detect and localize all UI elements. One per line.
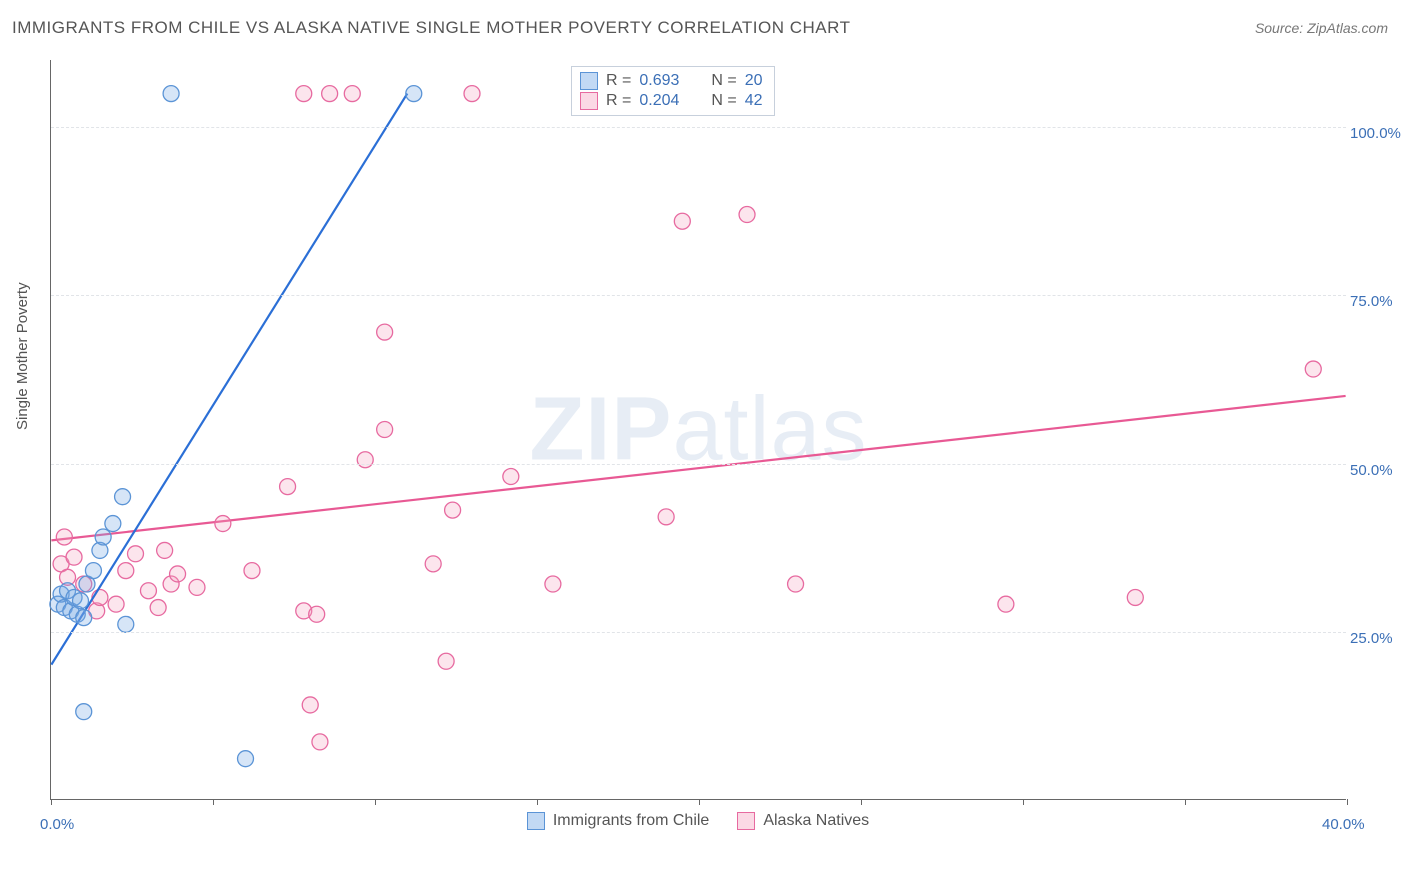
data-point: [73, 593, 89, 609]
gridline: [51, 632, 1346, 633]
legend-swatch: [580, 72, 598, 90]
data-point: [658, 509, 674, 525]
data-point: [85, 563, 101, 579]
legend-label: Immigrants from Chile: [553, 812, 709, 830]
data-point: [238, 751, 254, 767]
data-point: [170, 566, 186, 582]
data-point: [56, 529, 72, 545]
legend-swatch: [737, 812, 755, 830]
data-point: [406, 86, 422, 102]
x-tick: [1347, 799, 1348, 805]
data-point: [296, 86, 312, 102]
x-tick: [1023, 799, 1024, 805]
correlation-legend: R = 0.693 N = 20 R = 0.204 N = 42: [571, 66, 775, 116]
data-point: [322, 86, 338, 102]
data-point: [438, 653, 454, 669]
y-tick-label: 25.0%: [1350, 630, 1406, 647]
data-point: [377, 422, 393, 438]
chart-title: IMMIGRANTS FROM CHILE VS ALASKA NATIVE S…: [12, 18, 850, 38]
data-point: [157, 542, 173, 558]
legend-n-value: 42: [745, 92, 763, 110]
legend-r-label: R =: [606, 72, 631, 90]
plot-area: ZIPatlas R =0.693N =20R =0.204N =42 25.0…: [50, 60, 1346, 800]
data-point: [1305, 361, 1321, 377]
x-tick: [375, 799, 376, 805]
data-point: [215, 516, 231, 532]
data-point: [739, 207, 755, 223]
data-point: [1127, 589, 1143, 605]
data-point: [344, 86, 360, 102]
data-point: [357, 452, 373, 468]
gridline: [51, 295, 1346, 296]
x-tick: [537, 799, 538, 805]
legend-n-value: 20: [745, 72, 763, 90]
x-tick: [51, 799, 52, 805]
legend-r-label: R =: [606, 92, 631, 110]
legend-r-value: 0.204: [639, 92, 695, 110]
y-tick-label: 100.0%: [1350, 125, 1406, 142]
x-tick-label: 40.0%: [1322, 816, 1365, 833]
data-point: [302, 697, 318, 713]
data-point: [464, 86, 480, 102]
source-attribution: Source: ZipAtlas.com: [1255, 20, 1388, 36]
legend-item: Alaska Natives: [737, 812, 869, 830]
data-point: [674, 213, 690, 229]
legend-swatch: [527, 812, 545, 830]
x-tick-label: 0.0%: [40, 816, 74, 833]
legend-row: R = 0.204 N = 42: [580, 91, 762, 111]
legend-row: R = 0.693 N = 20: [580, 71, 762, 91]
data-point: [425, 556, 441, 572]
legend-label: Alaska Natives: [763, 812, 869, 830]
x-tick: [213, 799, 214, 805]
data-point: [189, 579, 205, 595]
legend-n-label: N =: [711, 92, 736, 110]
data-point: [140, 583, 156, 599]
gridline: [51, 464, 1346, 465]
data-point: [76, 704, 92, 720]
data-point: [998, 596, 1014, 612]
legend-swatch: [580, 92, 598, 110]
data-point: [445, 502, 461, 518]
legend-r-value: 0.693: [639, 72, 695, 90]
data-point: [105, 516, 121, 532]
legend-n-label: N =: [711, 72, 736, 90]
x-tick: [861, 799, 862, 805]
data-point: [280, 479, 296, 495]
data-point: [128, 546, 144, 562]
data-point: [788, 576, 804, 592]
trend-line: [51, 94, 407, 665]
data-point: [118, 616, 134, 632]
data-point: [66, 549, 82, 565]
data-point: [118, 563, 134, 579]
y-tick-label: 50.0%: [1350, 462, 1406, 479]
data-point: [95, 529, 111, 545]
trend-line: [51, 396, 1345, 540]
x-tick: [1185, 799, 1186, 805]
y-tick-label: 75.0%: [1350, 293, 1406, 310]
data-point: [76, 610, 92, 626]
plot-svg: [51, 60, 1346, 799]
data-point: [115, 489, 131, 505]
data-point: [312, 734, 328, 750]
x-tick: [699, 799, 700, 805]
data-point: [150, 600, 166, 616]
data-point: [244, 563, 260, 579]
data-point: [309, 606, 325, 622]
data-point: [163, 86, 179, 102]
data-point: [108, 596, 124, 612]
y-axis-label: Single Mother Poverty: [14, 282, 31, 430]
data-point: [377, 324, 393, 340]
gridline: [51, 127, 1346, 128]
legend-item: Immigrants from Chile: [527, 812, 709, 830]
data-point: [503, 469, 519, 485]
data-point: [545, 576, 561, 592]
series-legend: Immigrants from Chile Alaska Natives: [50, 812, 1346, 830]
